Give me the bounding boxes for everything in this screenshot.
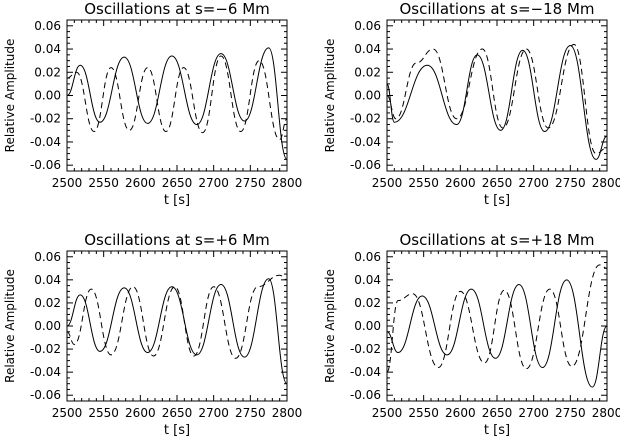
x-tick-label: 2600 [445,176,476,190]
x-tick-label: 2750 [555,176,586,190]
panel-2: Oscillations at s=−18 Mm 2500 2550 2600 2650… [323,0,620,208]
x-tick-label: 2550 [88,406,119,420]
x-tick-label: 2800 [272,406,303,420]
x-tick-label: 2650 [482,176,513,190]
x-tick-label: 2500 [52,176,83,190]
x-axis-label: t [s] [484,423,510,438]
y-tick-label: -0.02 [30,342,61,356]
x-tick-label: 2550 [88,176,119,190]
x-tick-label: 2600 [445,406,476,420]
plot-frame [386,19,608,172]
y-tick-label: -0.06 [30,388,61,402]
x-tick-label: 2800 [592,406,620,420]
y-tick-label: -0.06 [30,158,61,172]
x-axis-label: t [s] [484,193,510,208]
y-tick-label: 0.02 [34,296,61,310]
dashed-series-line [387,43,607,155]
y-axis-label: Relative Amplitude [323,39,337,153]
x-tick-label: 2500 [52,406,83,420]
y-tick-label: 0.00 [354,89,381,103]
y-tick-label: 0.04 [354,273,381,287]
y-tick-label: -0.04 [30,365,61,379]
chart-title: Oscillations at s=+18 Mm [399,231,594,249]
y-tick-label: 0.06 [354,19,381,33]
y-tick-label: -0.02 [350,342,381,356]
y-tick-label: -0.06 [350,388,381,402]
x-tick-label: 2700 [198,406,229,420]
x-tick-label: 2700 [518,406,549,420]
y-tick-label: 0.02 [354,65,381,79]
x-tick-label: 2650 [162,406,193,420]
y-tick-label: -0.02 [350,112,381,126]
y-tick-label: 0.00 [34,89,61,103]
x-tick-label: 2700 [518,176,549,190]
panel-3: Oscillations at s=+6 Mm 2500 2550 2600 2650 2… [3,231,302,438]
x-axis-label: t [s] [164,423,190,438]
solid-series-line [387,279,607,388]
x-tick-label: 2650 [162,176,193,190]
y-tick-label: 0.06 [354,250,381,264]
chart-title: Oscillations at s=+6 Mm [84,231,270,249]
x-tick-label: 2550 [408,406,439,420]
y-tick-label: 0.00 [34,319,61,333]
y-tick-label: -0.02 [30,112,61,126]
solid-series-line [387,45,607,160]
y-tick-label: -0.06 [350,158,381,172]
x-tick-label: 2500 [372,176,403,190]
y-tick-label: 0.04 [354,42,381,56]
x-tick-label: 2550 [408,176,439,190]
y-axis-label: Relative Amplitude [3,39,17,153]
x-axis-label: t [s] [164,193,190,208]
x-tick-label: 2750 [235,176,266,190]
y-tick-label: -0.04 [350,365,381,379]
x-tick-label: 2800 [272,176,303,190]
chart-title: Oscillations at s=−18 Mm [399,0,594,18]
y-tick-label: -0.04 [350,135,381,149]
x-tick-label: 2800 [592,176,620,190]
panel-4: Oscillations at s=+18 Mm 2500 2550 2600 2650… [323,231,620,438]
panel-1: Oscillations at s=−6 Mm 2500 2550 2600 2650 2… [3,0,302,208]
x-tick-label: 2700 [198,176,229,190]
dashed-series-line [387,264,607,373]
y-tick-label: 0.02 [354,296,381,310]
dashed-series-line [67,274,287,359]
y-tick-label: 0.04 [34,273,61,287]
y-tick-label: 0.04 [34,42,61,56]
x-tick-label: 2600 [125,176,156,190]
x-tick-label: 2500 [372,406,403,420]
y-tick-label: 0.00 [354,319,381,333]
plot-frame [386,250,608,402]
x-tick-label: 2650 [482,406,513,420]
x-tick-label: 2750 [555,406,586,420]
x-tick-label: 2600 [125,406,156,420]
y-axis-label: Relative Amplitude [3,269,17,383]
solid-series-line [67,278,287,385]
y-tick-label: -0.04 [30,135,61,149]
plot-frame [66,250,288,402]
y-tick-label: 0.06 [34,19,61,33]
solid-series-line [67,47,287,160]
chart-title: Oscillations at s=−6 Mm [84,0,270,18]
x-tick-label: 2750 [235,406,266,420]
y-tick-label: 0.02 [34,65,61,79]
y-tick-label: 0.06 [34,250,61,264]
y-axis-label: Relative Amplitude [323,269,337,383]
dashed-series-line [67,55,287,141]
